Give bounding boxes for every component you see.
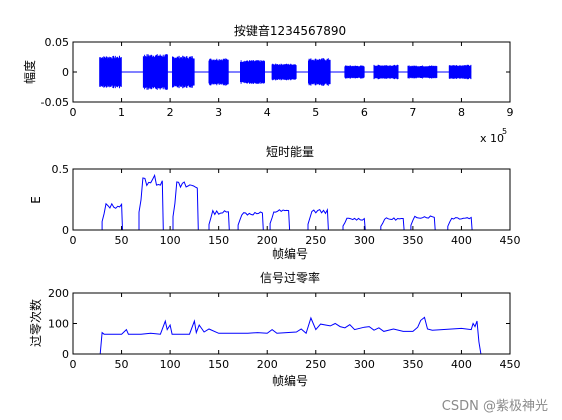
y-axis-label: E — [29, 196, 43, 204]
zcr-line — [97, 316, 482, 355]
x-axis-label: 帧编号 — [272, 373, 308, 388]
y-tick-label: 0 — [62, 66, 69, 79]
x-tick-label: 4 — [264, 106, 271, 119]
waveform-burst — [142, 54, 168, 90]
x-tick-label: 7 — [409, 106, 416, 119]
x-tick-label: 250 — [305, 234, 326, 247]
x-tick-label: 300 — [354, 358, 375, 371]
y-tick-label: 100 — [48, 318, 69, 331]
watermark: CSDN @紫极神光 — [442, 399, 548, 414]
axes-box — [72, 292, 511, 355]
x-tick-label: 350 — [402, 358, 423, 371]
waveform-burst — [99, 55, 122, 89]
x-tick-label: 50 — [115, 358, 129, 371]
subplot-energy: 短时能量 E 帧编号 0 50 100 150 200 250 300 350 400 450 0… — [29, 145, 521, 261]
y-tick-label: 200 — [48, 287, 69, 300]
x-tick-label: 100 — [160, 234, 181, 247]
x-tick-label: 0 — [70, 234, 77, 247]
waveform-burst — [344, 65, 365, 79]
y-ticks: 0 100 200 — [48, 287, 510, 361]
waveform-burst — [172, 55, 195, 89]
y-tick-label: 0 — [62, 348, 69, 361]
x-tick-label: 5 — [312, 106, 319, 119]
y-tick-label: -0.05 — [41, 96, 69, 109]
x-tick-label: 50 — [115, 234, 129, 247]
y-axis-label: 幅度 — [22, 60, 37, 84]
x-scale-label: x 10 — [480, 132, 504, 145]
waveform-burst — [448, 64, 472, 80]
x-tick-label: 200 — [257, 358, 278, 371]
x-tick-label: 3 — [215, 106, 222, 119]
x-tick-label: 150 — [208, 234, 229, 247]
subplot-zcr: 信号过零率 过零次数 帧编号 0 50 100 150 200 250 300 350 400 4… — [28, 270, 521, 388]
chart-title: 按键音1234567890 — [234, 23, 346, 38]
x-tick-label: 400 — [451, 358, 472, 371]
waveform-burst — [208, 58, 229, 86]
y-ticks: 00.5 — [52, 163, 510, 237]
x-tick-label: 150 — [208, 358, 229, 371]
x-tick-label: 0 — [70, 106, 77, 119]
waveform-burst — [308, 58, 331, 86]
x-tick-label: 200 — [257, 234, 278, 247]
axes-box — [72, 168, 511, 231]
x-tick-label: 250 — [305, 358, 326, 371]
axes-box — [72, 41, 511, 103]
waveform-burst — [407, 65, 438, 79]
x-tick-label: 100 — [160, 358, 181, 371]
x-tick-label: 350 — [402, 234, 423, 247]
y-axis-label: 过零次数 — [28, 299, 43, 347]
waveform-burst — [373, 64, 399, 80]
x-ticks: 0 50 100 150 200 250 300 350 400 450 — [70, 169, 521, 247]
x-tick-label: 450 — [500, 358, 521, 371]
y-tick-label: 0 — [62, 224, 69, 237]
x-ticks: 0 1 2 3 4 5 6 7 8 9 — [70, 42, 514, 119]
y-tick-label: 0.05 — [45, 36, 70, 49]
x-tick-label: 0 — [70, 358, 77, 371]
y-ticks: -0.05 0 0.05 — [41, 36, 510, 109]
x-tick-label: 1 — [118, 106, 125, 119]
x-tick-label: 450 — [500, 234, 521, 247]
x-tick-label: 9 — [507, 106, 514, 119]
x-tick-label: 2 — [167, 106, 174, 119]
x-tick-label: 400 — [451, 234, 472, 247]
x-axis-label: 帧编号 — [272, 246, 308, 261]
x-ticks: 0 50 100 150 200 250 300 350 400 450 — [70, 293, 521, 371]
chart-title: 短时能量 — [266, 145, 314, 159]
energy-line — [73, 173, 481, 231]
y-tick-label: 0.5 — [52, 163, 70, 176]
x-tick-label: 8 — [458, 106, 465, 119]
chart-title: 信号过零率 — [260, 270, 320, 285]
x-tick-label: 300 — [354, 234, 375, 247]
waveform-burst — [240, 60, 265, 84]
waveform-burst — [271, 63, 297, 81]
x-tick-label: 6 — [361, 106, 368, 119]
x-scale-exponent: 5 — [502, 127, 507, 136]
waveform-line — [99, 54, 472, 90]
